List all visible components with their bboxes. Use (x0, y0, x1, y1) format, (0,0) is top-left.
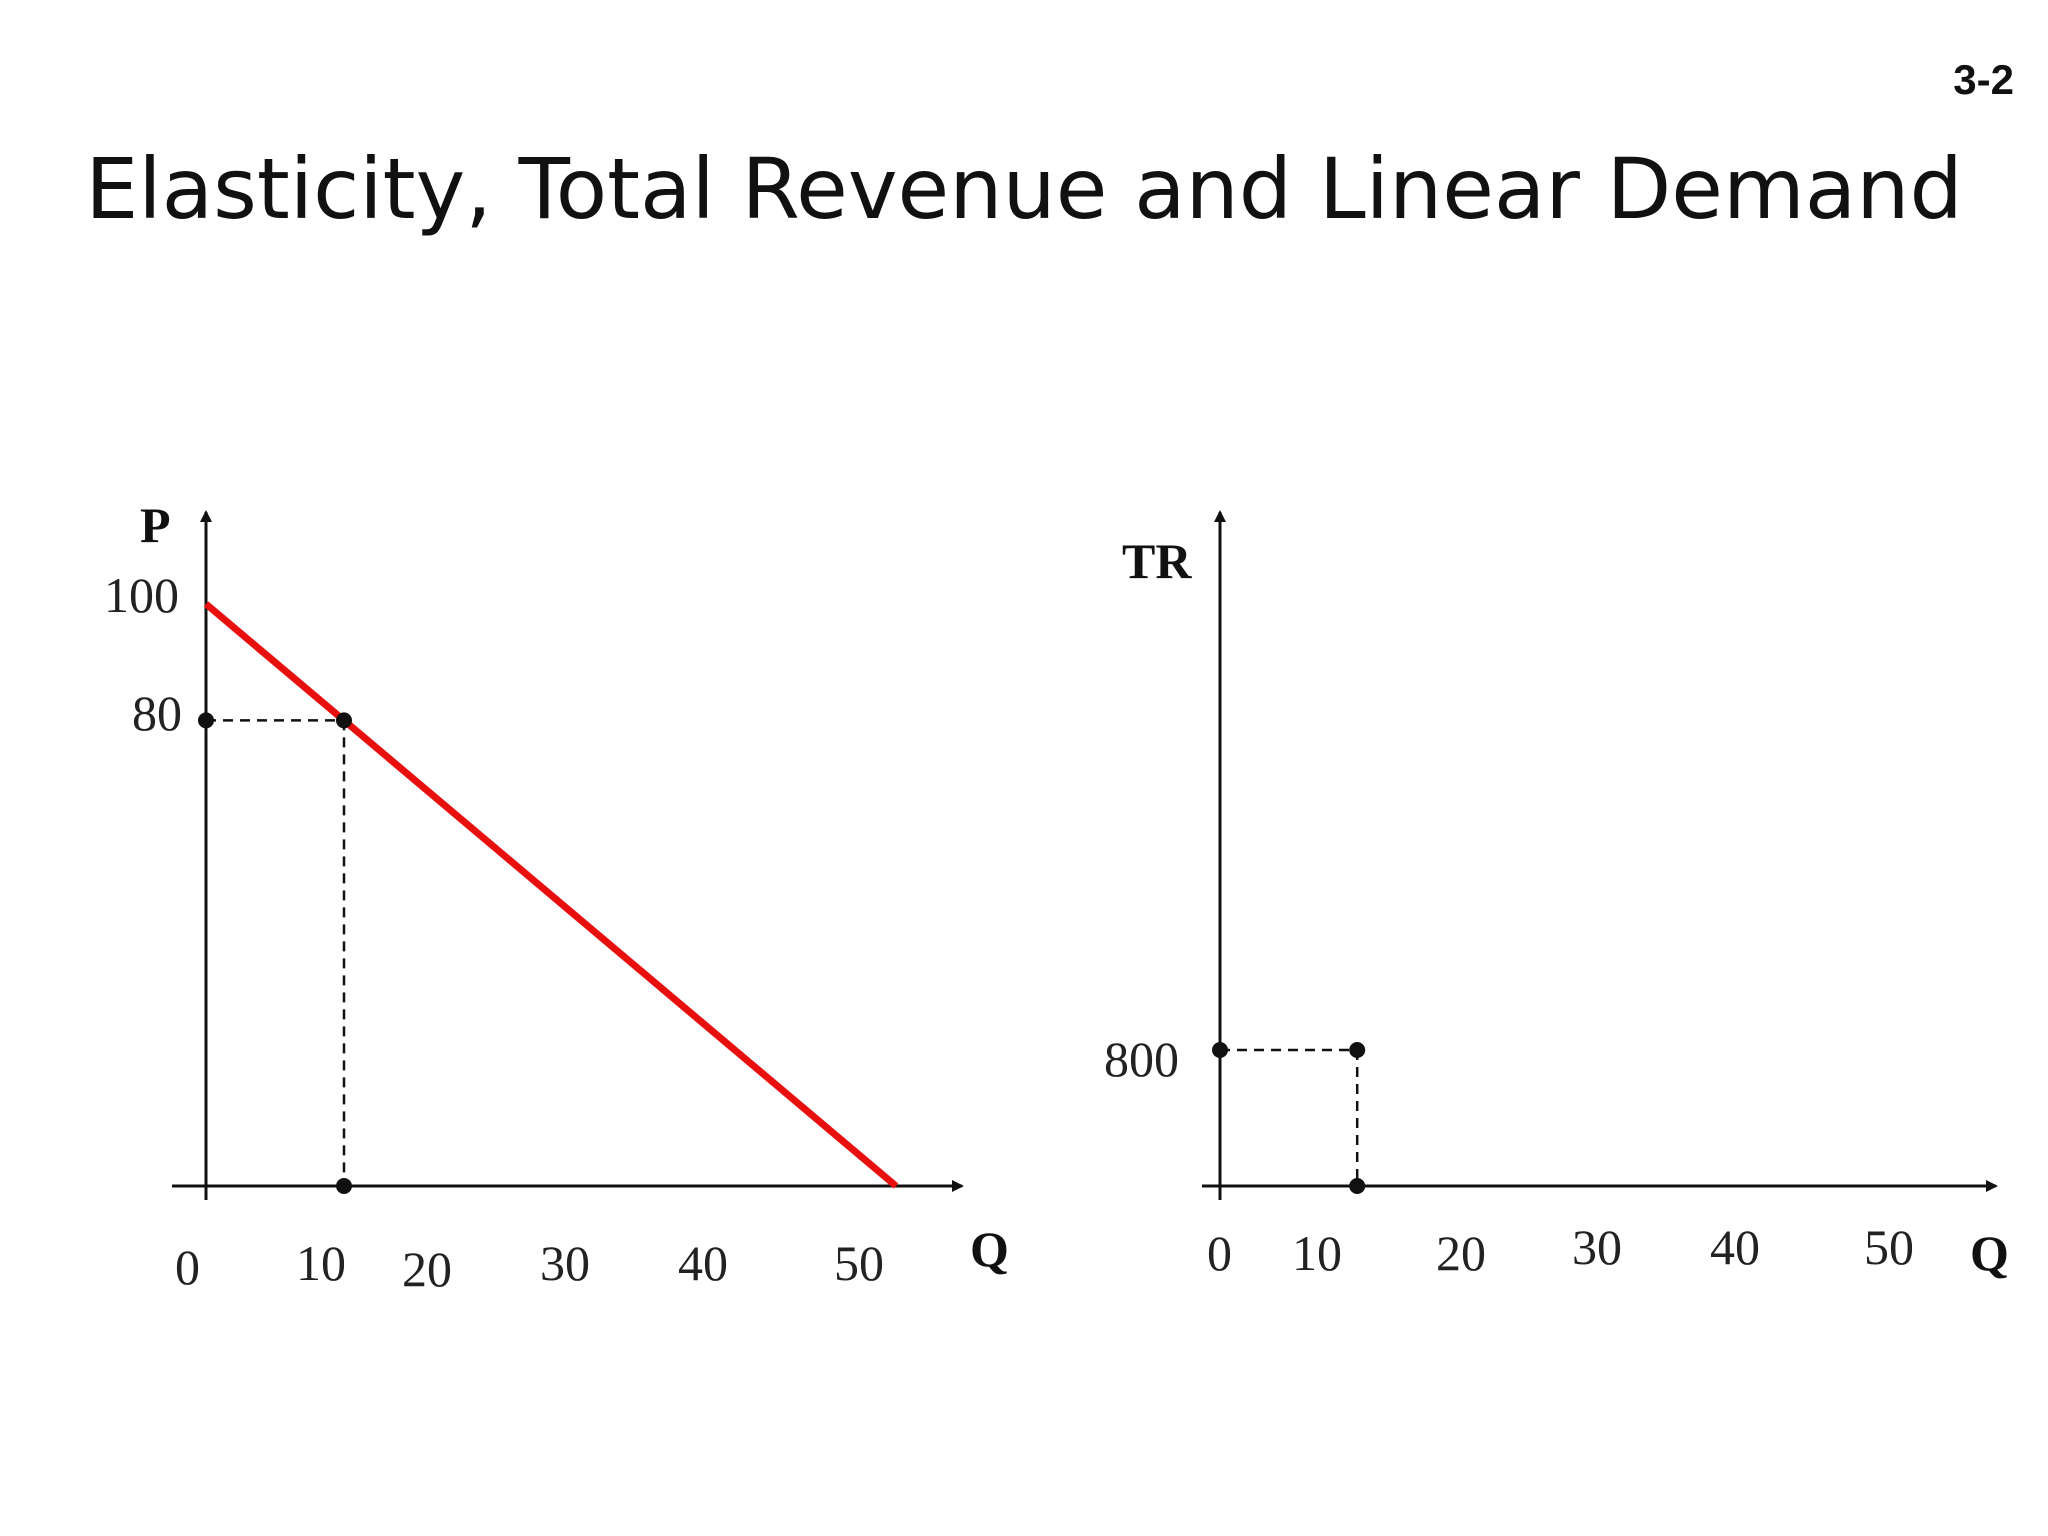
tr-x-axis-label: Q (1970, 1225, 2009, 1281)
tr-x-tick-40: 40 (1710, 1219, 1760, 1275)
slide-number: 3-2 (1953, 56, 2014, 103)
demand-marks (198, 601, 899, 1194)
demand-x-tick-10: 10 (296, 1235, 346, 1291)
demand-x-tick-20: 20 (402, 1241, 452, 1297)
demand-x-tick-30: 30 (540, 1235, 590, 1291)
demand-x-tick-0: 0 (175, 1239, 200, 1295)
demand-x-tick-40: 40 (678, 1235, 728, 1291)
demand-x-tick-50: 50 (834, 1235, 884, 1291)
tr-y-tick-800: 800 (1104, 1031, 1179, 1087)
demand-y-tick-100: 100 (104, 567, 179, 623)
demand-chart: P Q 100 80 0 10 20 30 40 50 (104, 497, 1009, 1297)
tr-point-2 (1349, 1178, 1366, 1194)
tr-x-tick-10: 10 (1292, 1225, 1342, 1281)
demand-y-tick-80: 80 (132, 685, 182, 741)
tr-point-1 (1349, 1042, 1366, 1058)
demand-y-axis-label: P (140, 497, 171, 553)
tr-x-tick-50: 50 (1864, 1219, 1914, 1275)
tr-x-tick-30: 30 (1572, 1219, 1622, 1275)
demand-point-0 (198, 712, 214, 729)
demand-curve-line (203, 601, 899, 1189)
slide-title: Elasticity, Total Revenue and Linear Dem… (85, 140, 1963, 238)
tr-point-0 (1212, 1042, 1228, 1058)
demand-x-axis-label: Q (970, 1221, 1009, 1277)
tr-marks (1212, 1042, 1366, 1194)
tr-x-tick-0: 0 (1207, 1225, 1232, 1281)
demand-point-2 (336, 1178, 352, 1194)
total-revenue-chart: TR Q 800 0 10 20 30 40 50 (1104, 510, 2009, 1281)
tr-x-tick-20: 20 (1436, 1225, 1486, 1281)
demand-point-1 (336, 712, 352, 729)
tr-y-axis-label: TR (1122, 533, 1192, 589)
